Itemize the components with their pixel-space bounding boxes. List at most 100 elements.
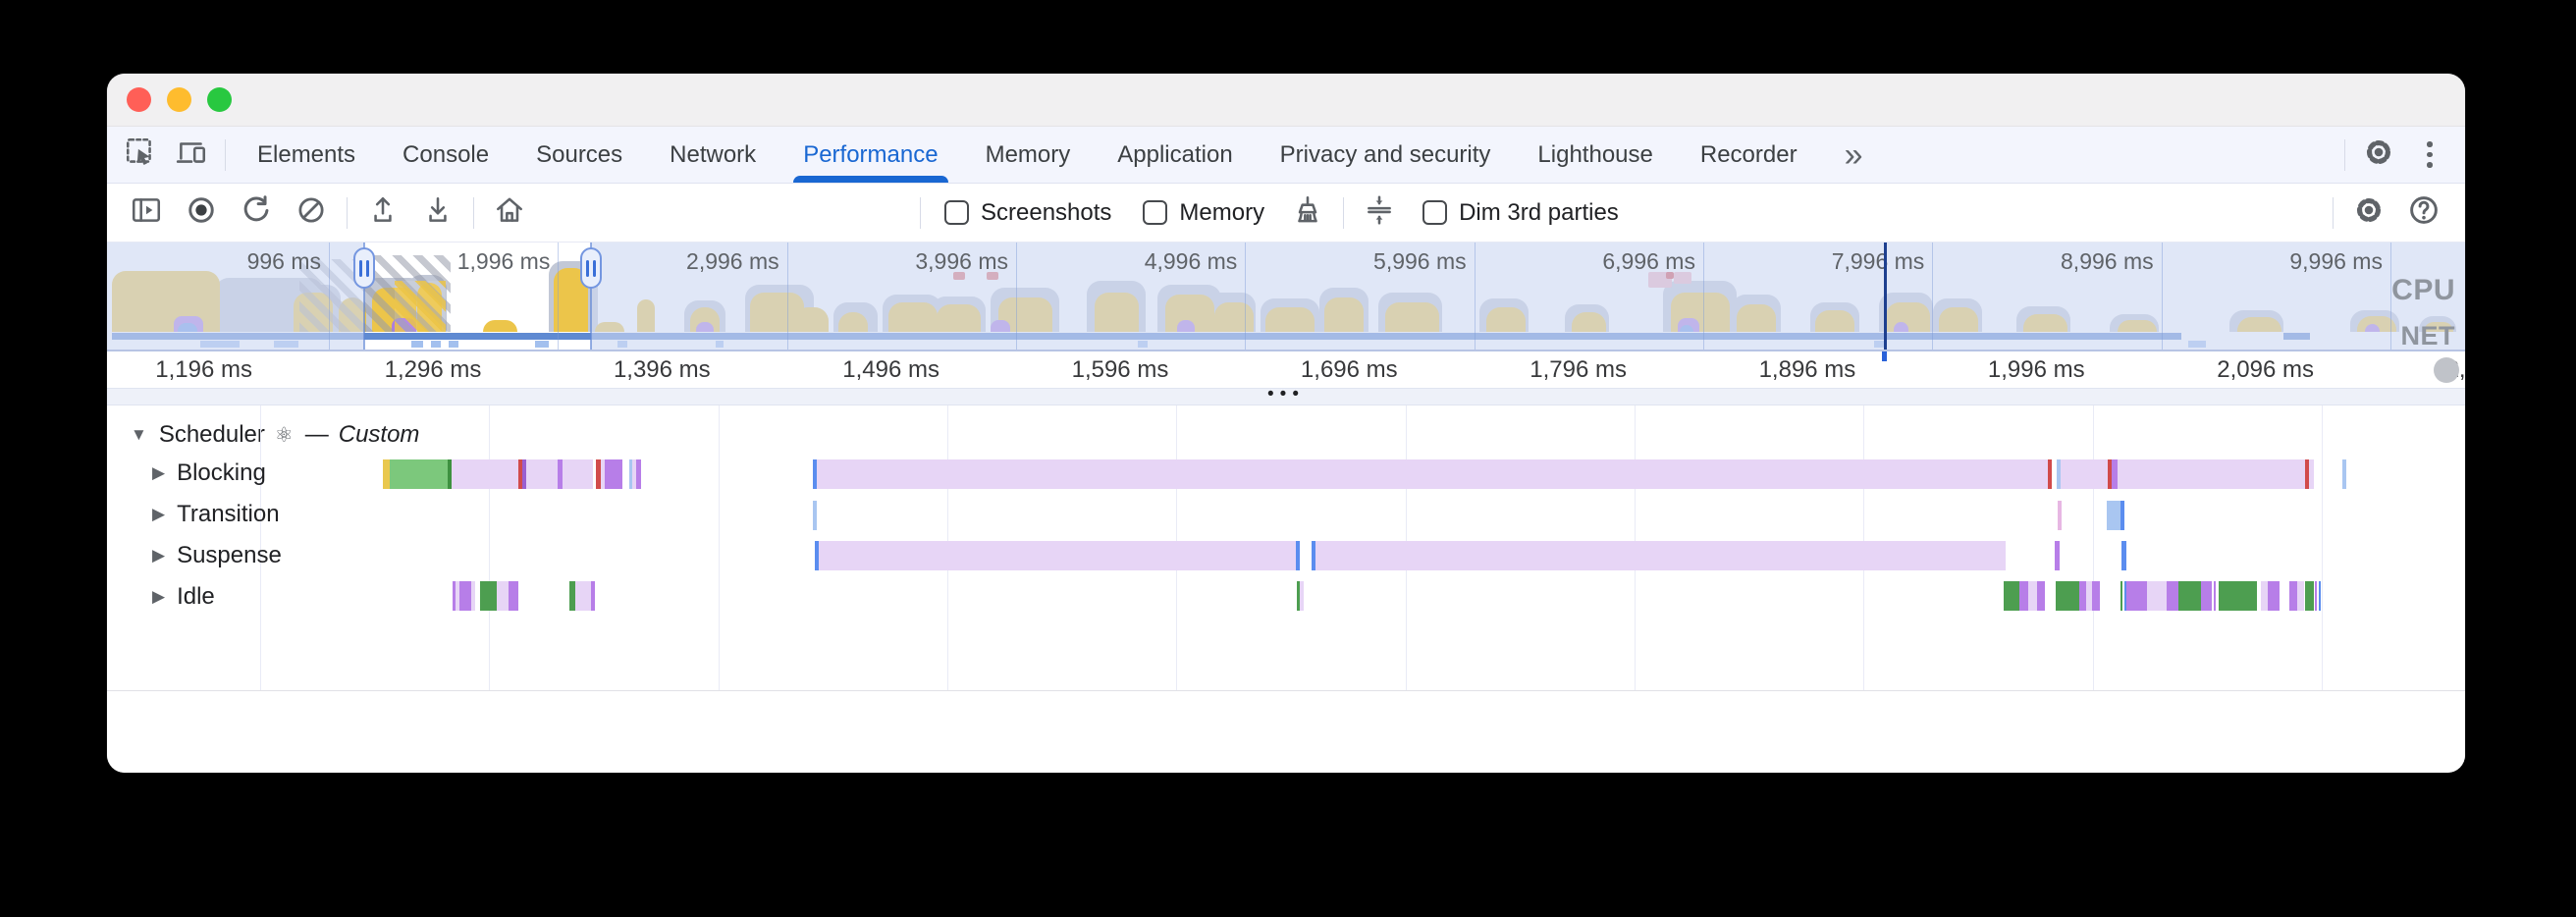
flame-bar[interactable] xyxy=(2019,581,2028,611)
record-and-reload-button[interactable] xyxy=(229,189,284,237)
track-group-scheduler[interactable]: ▼ Scheduler ⚛ — Custom xyxy=(131,420,419,450)
close-window-button[interactable] xyxy=(127,87,151,112)
flame-bar[interactable] xyxy=(2079,581,2086,611)
flame-chart-track-area[interactable]: ▼ Scheduler ⚛ — Custom ▶ Blocking ▶ Transit… xyxy=(107,405,2465,690)
flame-bar[interactable] xyxy=(2107,501,2120,530)
flame-bar[interactable] xyxy=(390,459,448,489)
tab-lighthouse[interactable]: Lighthouse xyxy=(1537,140,1653,168)
flame-bar[interactable] xyxy=(2028,581,2037,611)
flame-bar[interactable] xyxy=(2305,459,2309,489)
flame-bar[interactable] xyxy=(2120,501,2124,530)
flame-bar[interactable] xyxy=(448,459,452,489)
flame-bar[interactable] xyxy=(2268,581,2280,611)
flame-bar[interactable] xyxy=(605,459,622,489)
tab-memory[interactable]: Memory xyxy=(985,140,1071,168)
flame-bar[interactable] xyxy=(2342,459,2346,489)
flame-bar[interactable] xyxy=(558,459,563,489)
live-metrics-button[interactable] xyxy=(482,189,537,237)
memory-checkbox[interactable]: Memory xyxy=(1143,199,1264,227)
flame-bar[interactable] xyxy=(509,581,518,611)
flame-bar[interactable] xyxy=(2048,459,2052,489)
tab-sources[interactable]: Sources xyxy=(536,140,623,168)
flame-bar[interactable] xyxy=(601,459,605,489)
triangle-right-icon[interactable]: ▶ xyxy=(152,463,166,482)
timeline-overview-minimap[interactable]: CPU NET 996 ms 1,996 ms 2,996 ms 3,996 ms 4,… xyxy=(107,242,2465,351)
flame-bar[interactable] xyxy=(563,459,593,489)
flame-bar[interactable] xyxy=(453,581,456,611)
flame-bar[interactable] xyxy=(2058,501,2062,530)
flame-bar[interactable] xyxy=(575,581,591,611)
triangle-right-icon[interactable]: ▶ xyxy=(152,546,166,565)
ruler-scrollbar-thumb[interactable] xyxy=(2434,357,2459,383)
flame-bar[interactable] xyxy=(452,459,518,489)
track-row-blocking[interactable]: ▶ Blocking xyxy=(152,458,266,488)
flame-bar[interactable] xyxy=(1300,581,1304,611)
flame-bar[interactable] xyxy=(636,459,641,489)
triangle-right-icon[interactable]: ▶ xyxy=(152,505,166,523)
devtools-settings-button[interactable] xyxy=(2353,133,2404,178)
tab-elements[interactable]: Elements xyxy=(257,140,356,168)
tab-console[interactable]: Console xyxy=(402,140,490,168)
time-ruler[interactable]: 1,196 ms 1,296 ms 1,396 ms 1,496 ms 1,596 ms… xyxy=(107,351,2465,388)
more-tabs-button[interactable]: » xyxy=(1821,127,1887,183)
flame-bar[interactable] xyxy=(2167,581,2178,611)
overview-playhead[interactable] xyxy=(1884,243,1887,350)
capture-settings-button[interactable] xyxy=(2341,189,2396,237)
toggle-sidebar-button[interactable] xyxy=(119,189,174,237)
flame-bar[interactable] xyxy=(2055,541,2060,570)
toggle-device-toolbar-button[interactable] xyxy=(166,133,217,178)
flame-bar[interactable] xyxy=(497,581,509,611)
tab-network[interactable]: Network xyxy=(670,140,757,168)
flame-bar[interactable] xyxy=(2118,459,2305,489)
flame-bar[interactable] xyxy=(2297,581,2304,611)
flame-bar[interactable] xyxy=(2061,459,2108,489)
flame-bar[interactable] xyxy=(1296,541,1300,570)
zoom-window-button[interactable] xyxy=(207,87,232,112)
checkbox-box[interactable] xyxy=(1143,200,1168,225)
clear-recording-button[interactable] xyxy=(284,189,339,237)
flame-bar[interactable] xyxy=(2037,581,2045,611)
flame-bar[interactable] xyxy=(480,581,497,611)
flame-bar[interactable] xyxy=(596,459,601,489)
track-row-suspense[interactable]: ▶ Suspense xyxy=(152,541,282,570)
flame-bar[interactable] xyxy=(819,541,1296,570)
checkbox-box[interactable] xyxy=(944,200,969,225)
collect-garbage-button[interactable] xyxy=(1280,189,1335,237)
screenshots-checkbox[interactable]: Screenshots xyxy=(944,199,1111,227)
tab-performance[interactable]: Performance xyxy=(779,127,961,183)
tab-recorder[interactable]: Recorder xyxy=(1699,140,1798,168)
flame-bar[interactable] xyxy=(2126,581,2147,611)
customize-devtools-button[interactable] xyxy=(2404,133,2455,178)
flame-bar[interactable] xyxy=(629,459,632,489)
flame-bar[interactable] xyxy=(2219,581,2257,611)
flame-bar[interactable] xyxy=(2004,581,2019,611)
inspect-element-button[interactable] xyxy=(115,133,166,178)
flame-bar[interactable] xyxy=(2121,541,2126,570)
checkbox-box[interactable] xyxy=(1422,200,1448,225)
flame-bar[interactable] xyxy=(2201,581,2212,611)
triangle-down-icon[interactable]: ▼ xyxy=(131,425,147,444)
selection-handle-left[interactable] xyxy=(353,247,375,289)
flame-bar[interactable] xyxy=(2214,581,2216,611)
flame-bar[interactable] xyxy=(2112,459,2118,489)
track-row-transition[interactable]: ▶ Transition xyxy=(152,500,280,529)
flame-bar[interactable] xyxy=(2124,581,2126,611)
record-button[interactable] xyxy=(174,189,229,237)
feedback-help-button[interactable] xyxy=(2396,189,2451,237)
selection-handle-right[interactable] xyxy=(580,247,602,289)
flame-bar[interactable] xyxy=(456,581,459,611)
flame-bar[interactable] xyxy=(815,541,819,570)
flame-bar[interactable] xyxy=(569,581,575,611)
flame-bar[interactable] xyxy=(2092,581,2100,611)
minimize-window-button[interactable] xyxy=(167,87,191,112)
flame-bar[interactable] xyxy=(2147,581,2167,611)
flame-bar[interactable] xyxy=(522,459,526,489)
flame-bar[interactable] xyxy=(2305,581,2314,611)
flame-bar[interactable] xyxy=(2056,581,2079,611)
flame-bar[interactable] xyxy=(2289,581,2297,611)
dim-3rd-parties-checkbox[interactable]: Dim 3rd parties xyxy=(1422,199,1619,227)
ignore-listing-button[interactable] xyxy=(1352,189,1407,237)
flame-bar[interactable] xyxy=(2057,459,2061,489)
save-profile-button[interactable] xyxy=(410,189,465,237)
flame-bar[interactable] xyxy=(2178,581,2201,611)
